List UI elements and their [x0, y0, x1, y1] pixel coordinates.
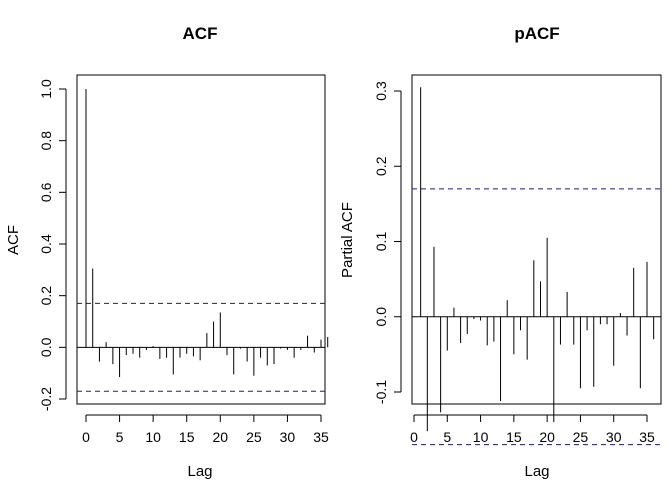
acf-x-tick-label: 0: [82, 429, 90, 445]
acf-y-tick-label: 0.8: [38, 131, 54, 151]
acf-plot-frame: [76, 74, 326, 405]
acf-panel: ACF Lag ACF 0 5 10 15 20 25 30 35 -0.2 0.0 0.2 0.4 0…: [5, 24, 329, 480]
acf-y-tick-label: 1.0: [38, 79, 54, 99]
pacf-y-tick-label: 0.3: [373, 81, 389, 101]
pacf-x-tick-label: 30: [606, 429, 622, 445]
acf-x-tick-label: 30: [280, 429, 296, 445]
pacf-x-tick-label: 15: [506, 429, 522, 445]
pacf-x-tick-label: 35: [639, 429, 655, 445]
acf-x-axis-label: Lag: [187, 463, 212, 480]
acf-y-tick-label: 0.2: [38, 286, 54, 306]
pacf-y-tick-label: 0.1: [373, 232, 389, 252]
pacf-x-tick-label: 0: [410, 429, 418, 445]
acf-title: ACF: [183, 24, 218, 43]
pacf-x-tick-label: 20: [539, 429, 555, 445]
acf-x-tick-label: 15: [179, 429, 195, 445]
pacf-x-axis-label: Lag: [524, 463, 549, 480]
pacf-y-tick-label: 0.0: [373, 307, 389, 327]
pacf-x-tick-label: 10: [473, 429, 489, 445]
pacf-title: pACF: [514, 24, 559, 43]
acf-x-tick-label: 20: [212, 429, 228, 445]
acf-y-tick-label: 0.4: [38, 234, 54, 254]
acf-x-tick-label: 10: [145, 429, 161, 445]
pacf-y-tick-label: 0.2: [373, 156, 389, 176]
pacf-y-tick-label: -0.1: [373, 380, 389, 404]
acf-x-tick-label: 35: [313, 429, 329, 445]
pacf-plot-frame: [411, 74, 662, 405]
acf-x-tick-label: 5: [116, 429, 124, 445]
acf-y-tick-label: 0.6: [38, 182, 54, 202]
pacf-panel: pACF Lag Partial ACF 0 5 10 15 20 25 30 35 -0.1 0…: [339, 24, 662, 480]
pacf-y-axis-label: Partial ACF: [339, 202, 356, 278]
pacf-x-tick-label: 5: [443, 429, 451, 445]
acf-y-tick-label: -0.2: [38, 387, 54, 411]
acf-y-tick-label: 0.0: [38, 337, 54, 357]
pacf-x-tick-label: 25: [573, 429, 589, 445]
acf-x-tick-label: 25: [246, 429, 262, 445]
acf-y-axis-label: ACF: [5, 225, 22, 255]
